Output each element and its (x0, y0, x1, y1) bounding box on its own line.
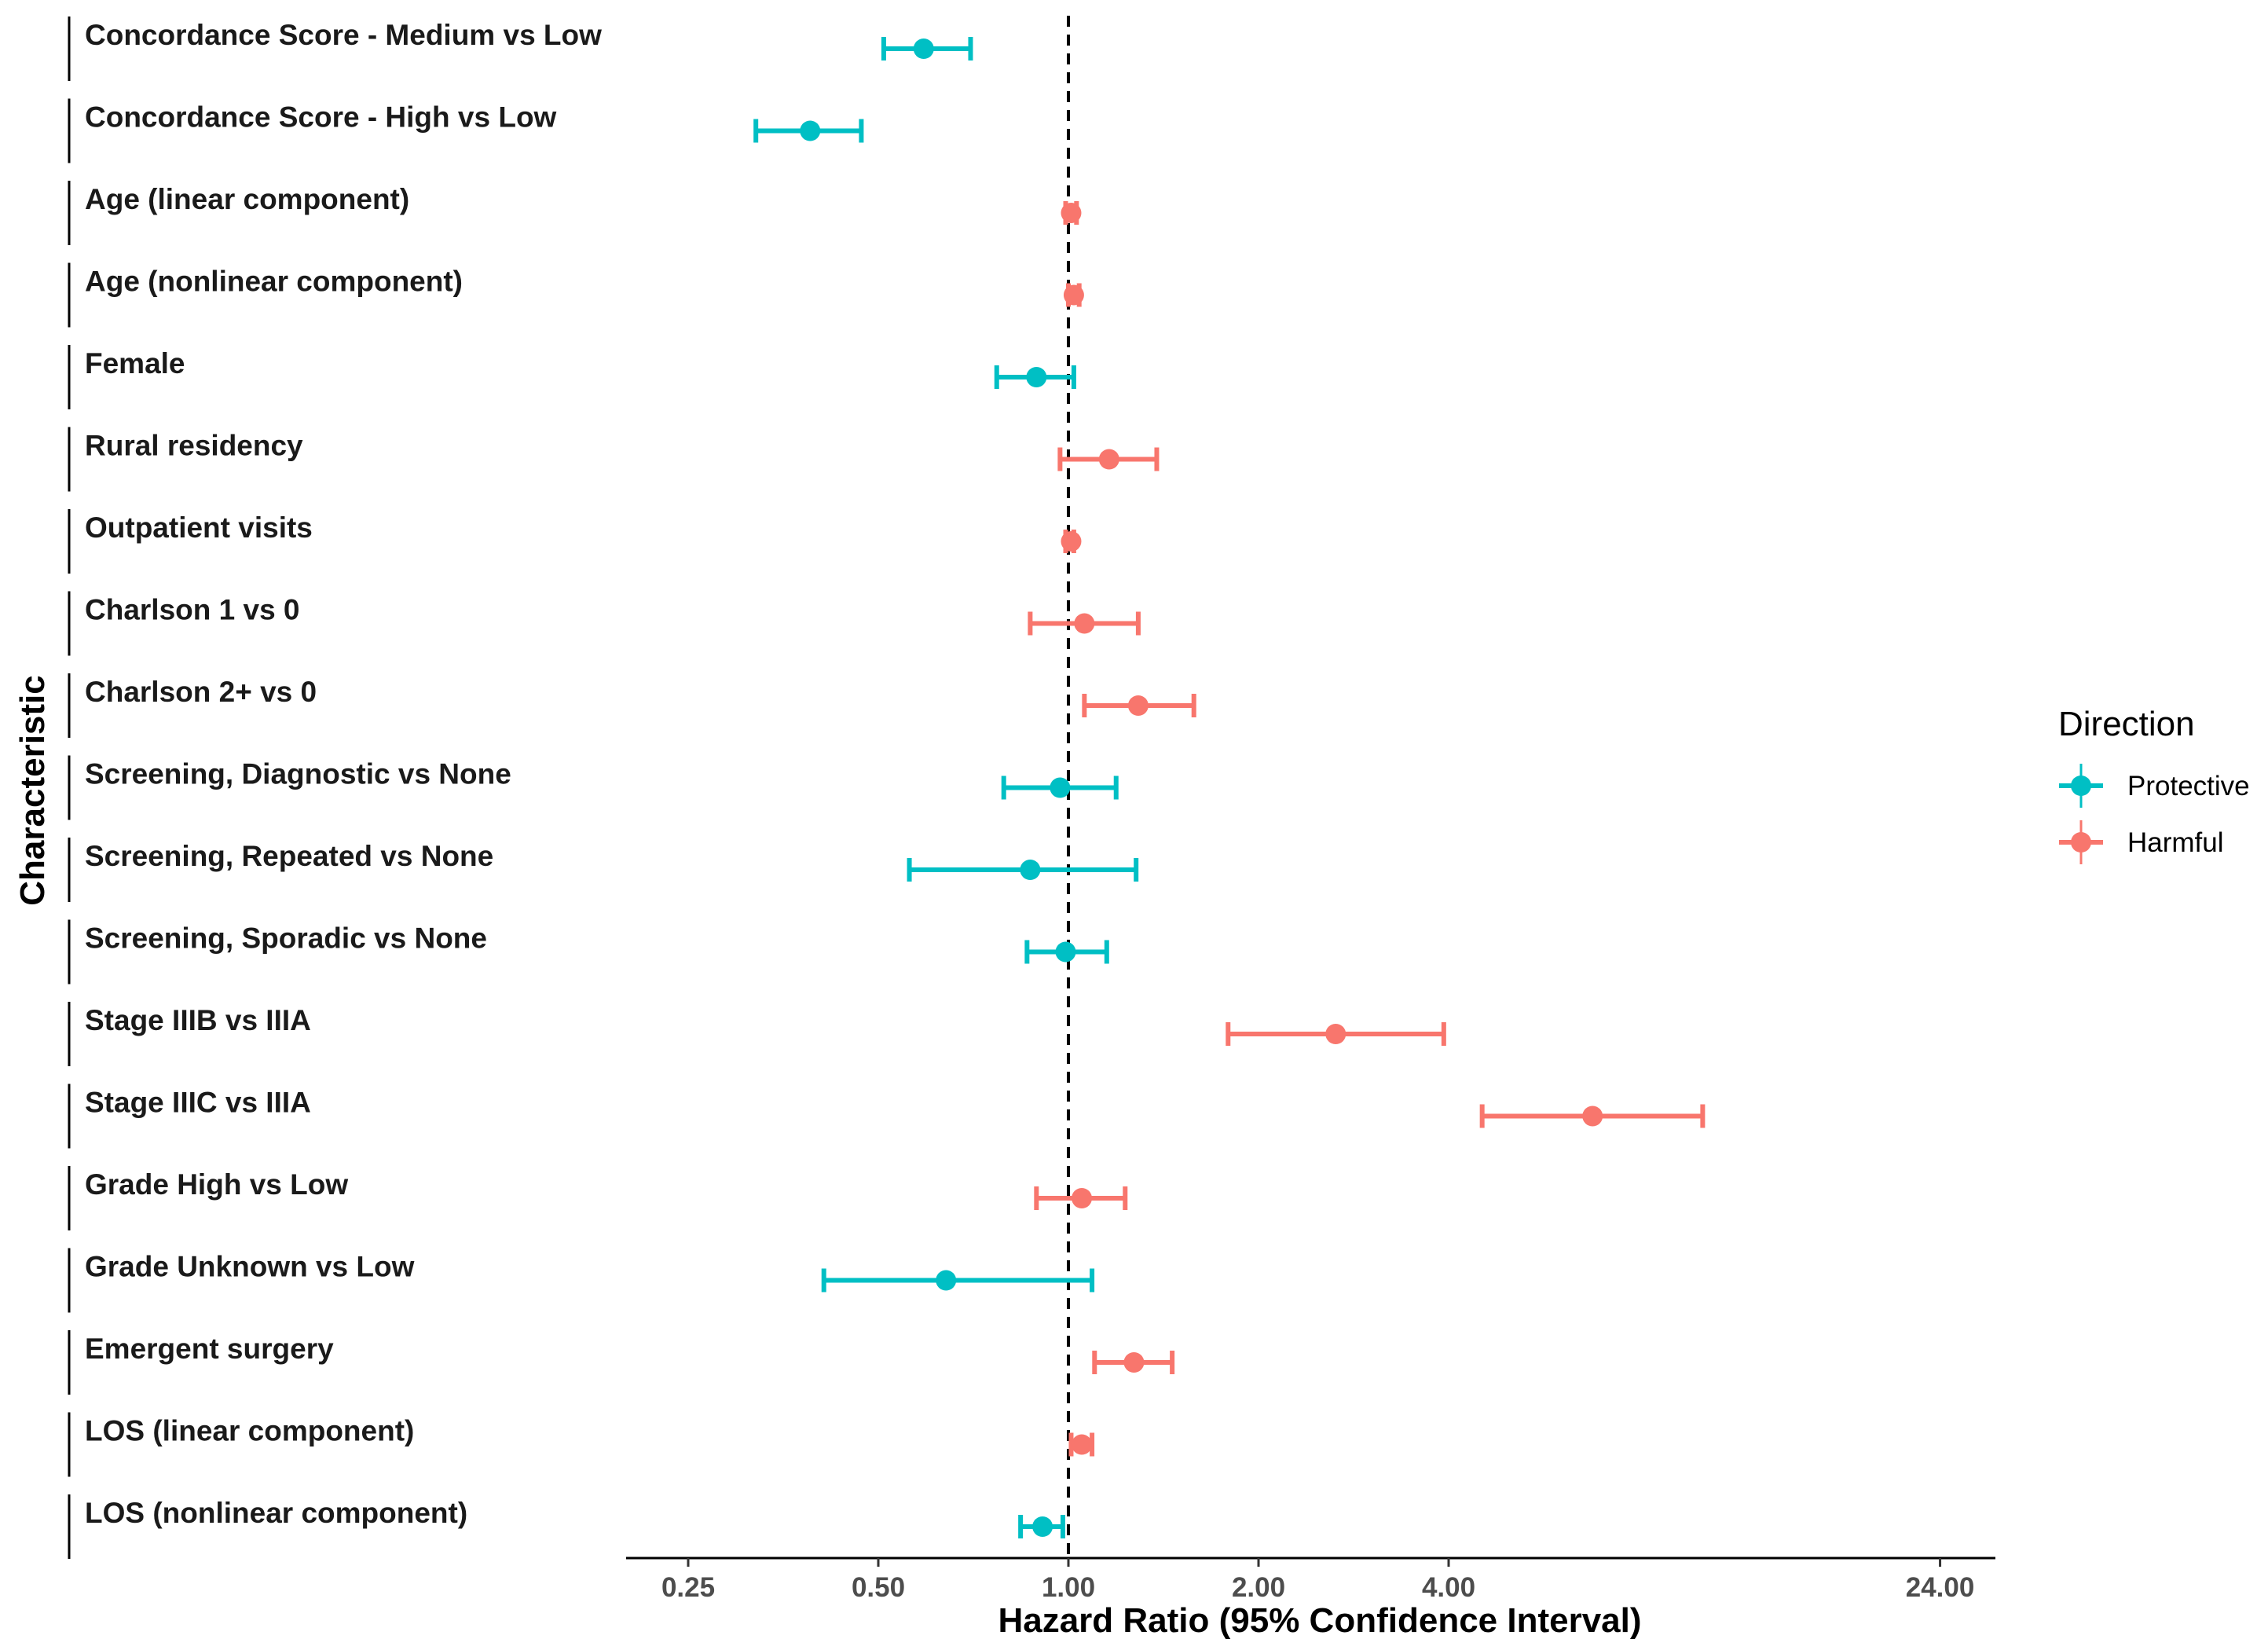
legend-item: Harmful (2059, 820, 2224, 864)
x-axis-ticks: 0.25 0.50 1.00 2.00 4.00 24.00 (661, 1558, 1974, 1603)
hr-point (1582, 1106, 1603, 1127)
ci-mark (1479, 1104, 1706, 1128)
row-label: Stage IIIC vs IIIA (85, 1087, 311, 1119)
x-axis-title: Hazard Ratio (95% Confidence Interval) (998, 1601, 1641, 1640)
hr-point (913, 38, 934, 59)
hr-point (1098, 449, 1119, 470)
ci-mark (1034, 1186, 1128, 1210)
hr-point (1072, 1434, 1093, 1455)
ci-mark (1226, 1022, 1446, 1046)
hr-point (1050, 777, 1071, 798)
hr-point (1061, 203, 1082, 223)
x-tick-label: 24.00 (1906, 1572, 1975, 1603)
hr-point (800, 120, 821, 141)
ci-mark (753, 119, 864, 143)
legend-item: Protective (2059, 764, 2250, 808)
row-label: Stage IIIB vs IIIA (85, 1004, 311, 1036)
ci-mark (1001, 776, 1119, 800)
ci-mark (1057, 447, 1160, 471)
hr-point (1032, 1516, 1053, 1537)
hr-point (1055, 941, 1076, 962)
row-label: Grade High vs Low (85, 1168, 348, 1201)
row-label: LOS (nonlinear component) (85, 1497, 467, 1529)
plot-marks (753, 37, 1706, 1538)
hr-point (1026, 367, 1047, 387)
ci-mark (1018, 1515, 1065, 1538)
ci-mark (1028, 611, 1141, 636)
row-labels: Concordance Score - Medium vs Low Concord… (85, 19, 602, 1529)
hr-point (1325, 1024, 1347, 1044)
ci-mark (1063, 283, 1084, 307)
hr-point (1063, 284, 1084, 306)
legend-label: Harmful (2127, 827, 2224, 858)
row-label: Charlson 1 vs 0 (85, 594, 300, 626)
ci-mark (1092, 1351, 1175, 1374)
row-label: Rural residency (85, 430, 303, 462)
x-tick-label: 0.25 (661, 1572, 715, 1603)
hr-point (1072, 1188, 1093, 1208)
hr-point (1123, 1352, 1145, 1373)
row-label: Outpatient visits (85, 512, 313, 544)
row-label: Female (85, 347, 185, 380)
hr-point (936, 1270, 957, 1291)
ci-mark (1061, 201, 1082, 225)
row-label: Screening, Diagnostic vs None (85, 758, 511, 790)
row-label: Screening, Repeated vs None (85, 840, 493, 872)
row-label: Age (linear component) (85, 183, 409, 215)
hr-point (1061, 531, 1082, 552)
ci-mark (994, 365, 1076, 389)
legend-key-point (2071, 776, 2091, 796)
legend-title: Direction (2058, 705, 2195, 743)
x-tick-label: 2.00 (1232, 1572, 1285, 1603)
x-tick-label: 0.50 (852, 1572, 905, 1603)
x-tick-label: 1.00 (1042, 1572, 1095, 1603)
legend-label: Protective (2127, 771, 2250, 801)
row-label: Grade Unknown vs Low (85, 1251, 415, 1283)
legend-key-point (2071, 832, 2091, 852)
ci-mark (1068, 1432, 1095, 1457)
row-label: Concordance Score - High vs Low (85, 101, 557, 134)
hr-point (1127, 695, 1149, 716)
ci-mark (881, 37, 973, 60)
legend: Direction Protective Harmful (2058, 705, 2250, 864)
ci-mark (1024, 940, 1109, 964)
x-tick-label: 4.00 (1422, 1572, 1475, 1603)
ci-mark (1082, 694, 1196, 717)
row-label: Screening, Sporadic vs None (85, 922, 487, 955)
row-label: Charlson 2+ vs 0 (85, 676, 317, 708)
ci-mark (821, 1268, 1095, 1292)
ci-mark (1061, 530, 1082, 553)
row-label: LOS (linear component) (85, 1415, 414, 1447)
legend-entries: Protective Harmful (2059, 764, 2250, 864)
row-label: Emergent surgery (85, 1333, 334, 1365)
ci-mark (907, 858, 1139, 882)
y-axis-title: Characteristic (13, 675, 52, 905)
hr-point (1020, 860, 1041, 880)
hr-point (1074, 613, 1095, 634)
row-label: Age (nonlinear component) (85, 266, 463, 298)
row-label: Concordance Score - Medium vs Low (85, 19, 602, 51)
